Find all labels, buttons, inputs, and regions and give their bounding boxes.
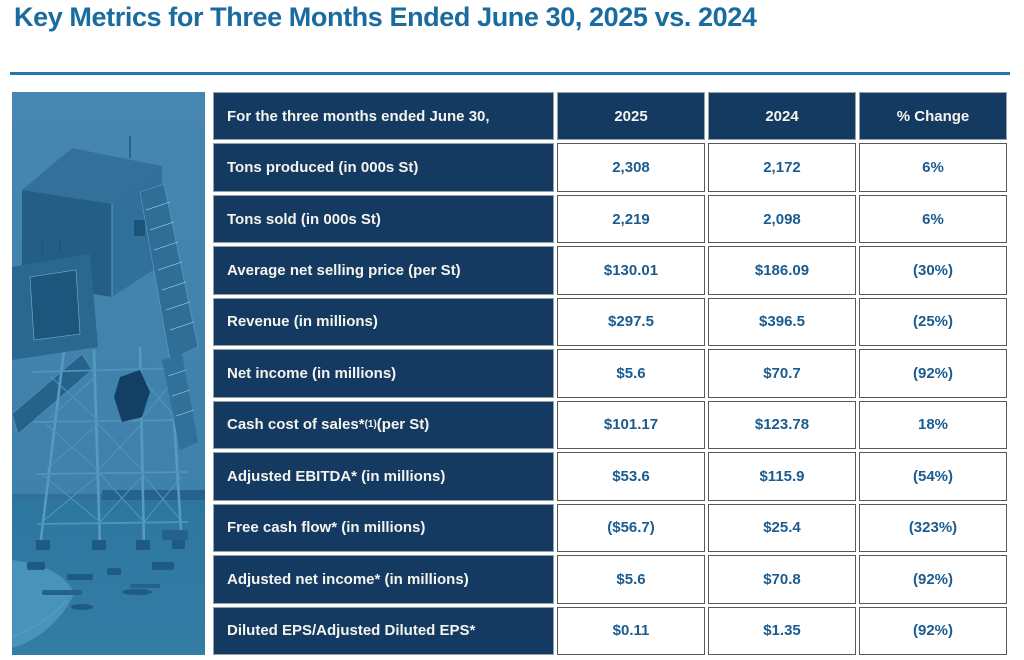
- metric-label: Free cash flow* (in millions): [213, 503, 554, 553]
- metric-value-2025: $130.01: [557, 246, 705, 295]
- metric-label: Adjusted EBITDA* (in millions): [213, 452, 554, 501]
- metric-percent-change: (92%): [859, 606, 1007, 655]
- metric-label: Tons produced (in 000s St): [213, 143, 554, 192]
- metric-percent-change: (323%): [859, 503, 1007, 553]
- metric-value-2025: ($56.7): [557, 503, 705, 553]
- metric-value-2025: $101.17: [557, 400, 705, 450]
- metric-value-2024: 2,098: [708, 194, 856, 244]
- metric-label: Revenue (in millions): [213, 297, 554, 347]
- column-header-metric: For the three months ended June 30,: [213, 92, 554, 141]
- key-metrics-table: For the three months ended June 30, 2025 2…: [213, 92, 1007, 655]
- metric-percent-change: (25%): [859, 297, 1007, 347]
- metric-percent-change: 6%: [859, 194, 1007, 244]
- metric-label: Net income (in millions): [213, 349, 554, 398]
- metric-label: Adjusted net income* (in millions): [213, 555, 554, 604]
- metric-value-2024: $70.7: [708, 349, 856, 398]
- metric-value-2024: $186.09: [708, 246, 856, 295]
- metric-value-2024: $115.9: [708, 452, 856, 501]
- metric-percent-change: 6%: [859, 143, 1007, 192]
- column-header-2025: 2025: [557, 92, 705, 141]
- metric-value-2025: 2,219: [557, 194, 705, 244]
- metric-percent-change: (30%): [859, 246, 1007, 295]
- metric-percent-change: 18%: [859, 400, 1007, 450]
- title-divider: [10, 72, 1010, 75]
- metric-value-2024: $396.5: [708, 297, 856, 347]
- metric-value-2024: 2,172: [708, 143, 856, 192]
- metric-value-2025: $53.6: [557, 452, 705, 501]
- column-header-2024: 2024: [708, 92, 856, 141]
- metric-value-2024: $70.8: [708, 555, 856, 604]
- metric-value-2024: $123.78: [708, 400, 856, 450]
- metric-label: Cash cost of sales* (1) (per St): [213, 400, 554, 450]
- metric-label: Diluted EPS/Adjusted Diluted EPS*: [213, 606, 554, 655]
- column-header-change: % Change: [859, 92, 1007, 141]
- metric-value-2024: $25.4: [708, 503, 856, 553]
- metric-value-2024: $1.35: [708, 606, 856, 655]
- metric-value-2025: $5.6: [557, 349, 705, 398]
- metric-value-2025: $297.5: [557, 297, 705, 347]
- metric-percent-change: (54%): [859, 452, 1007, 501]
- metric-percent-change: (92%): [859, 349, 1007, 398]
- mine-headframe-photo: [12, 92, 205, 655]
- metric-value-2025: $5.6: [557, 555, 705, 604]
- metric-percent-change: (92%): [859, 555, 1007, 604]
- metric-value-2025: 2,308: [557, 143, 705, 192]
- metric-label: Tons sold (in 000s St): [213, 194, 554, 244]
- metric-label: Average net selling price (per St): [213, 246, 554, 295]
- metric-value-2025: $0.11: [557, 606, 705, 655]
- page-title: Key Metrics for Three Months Ended June …: [14, 2, 757, 32]
- headframe-illustration: [12, 92, 205, 655]
